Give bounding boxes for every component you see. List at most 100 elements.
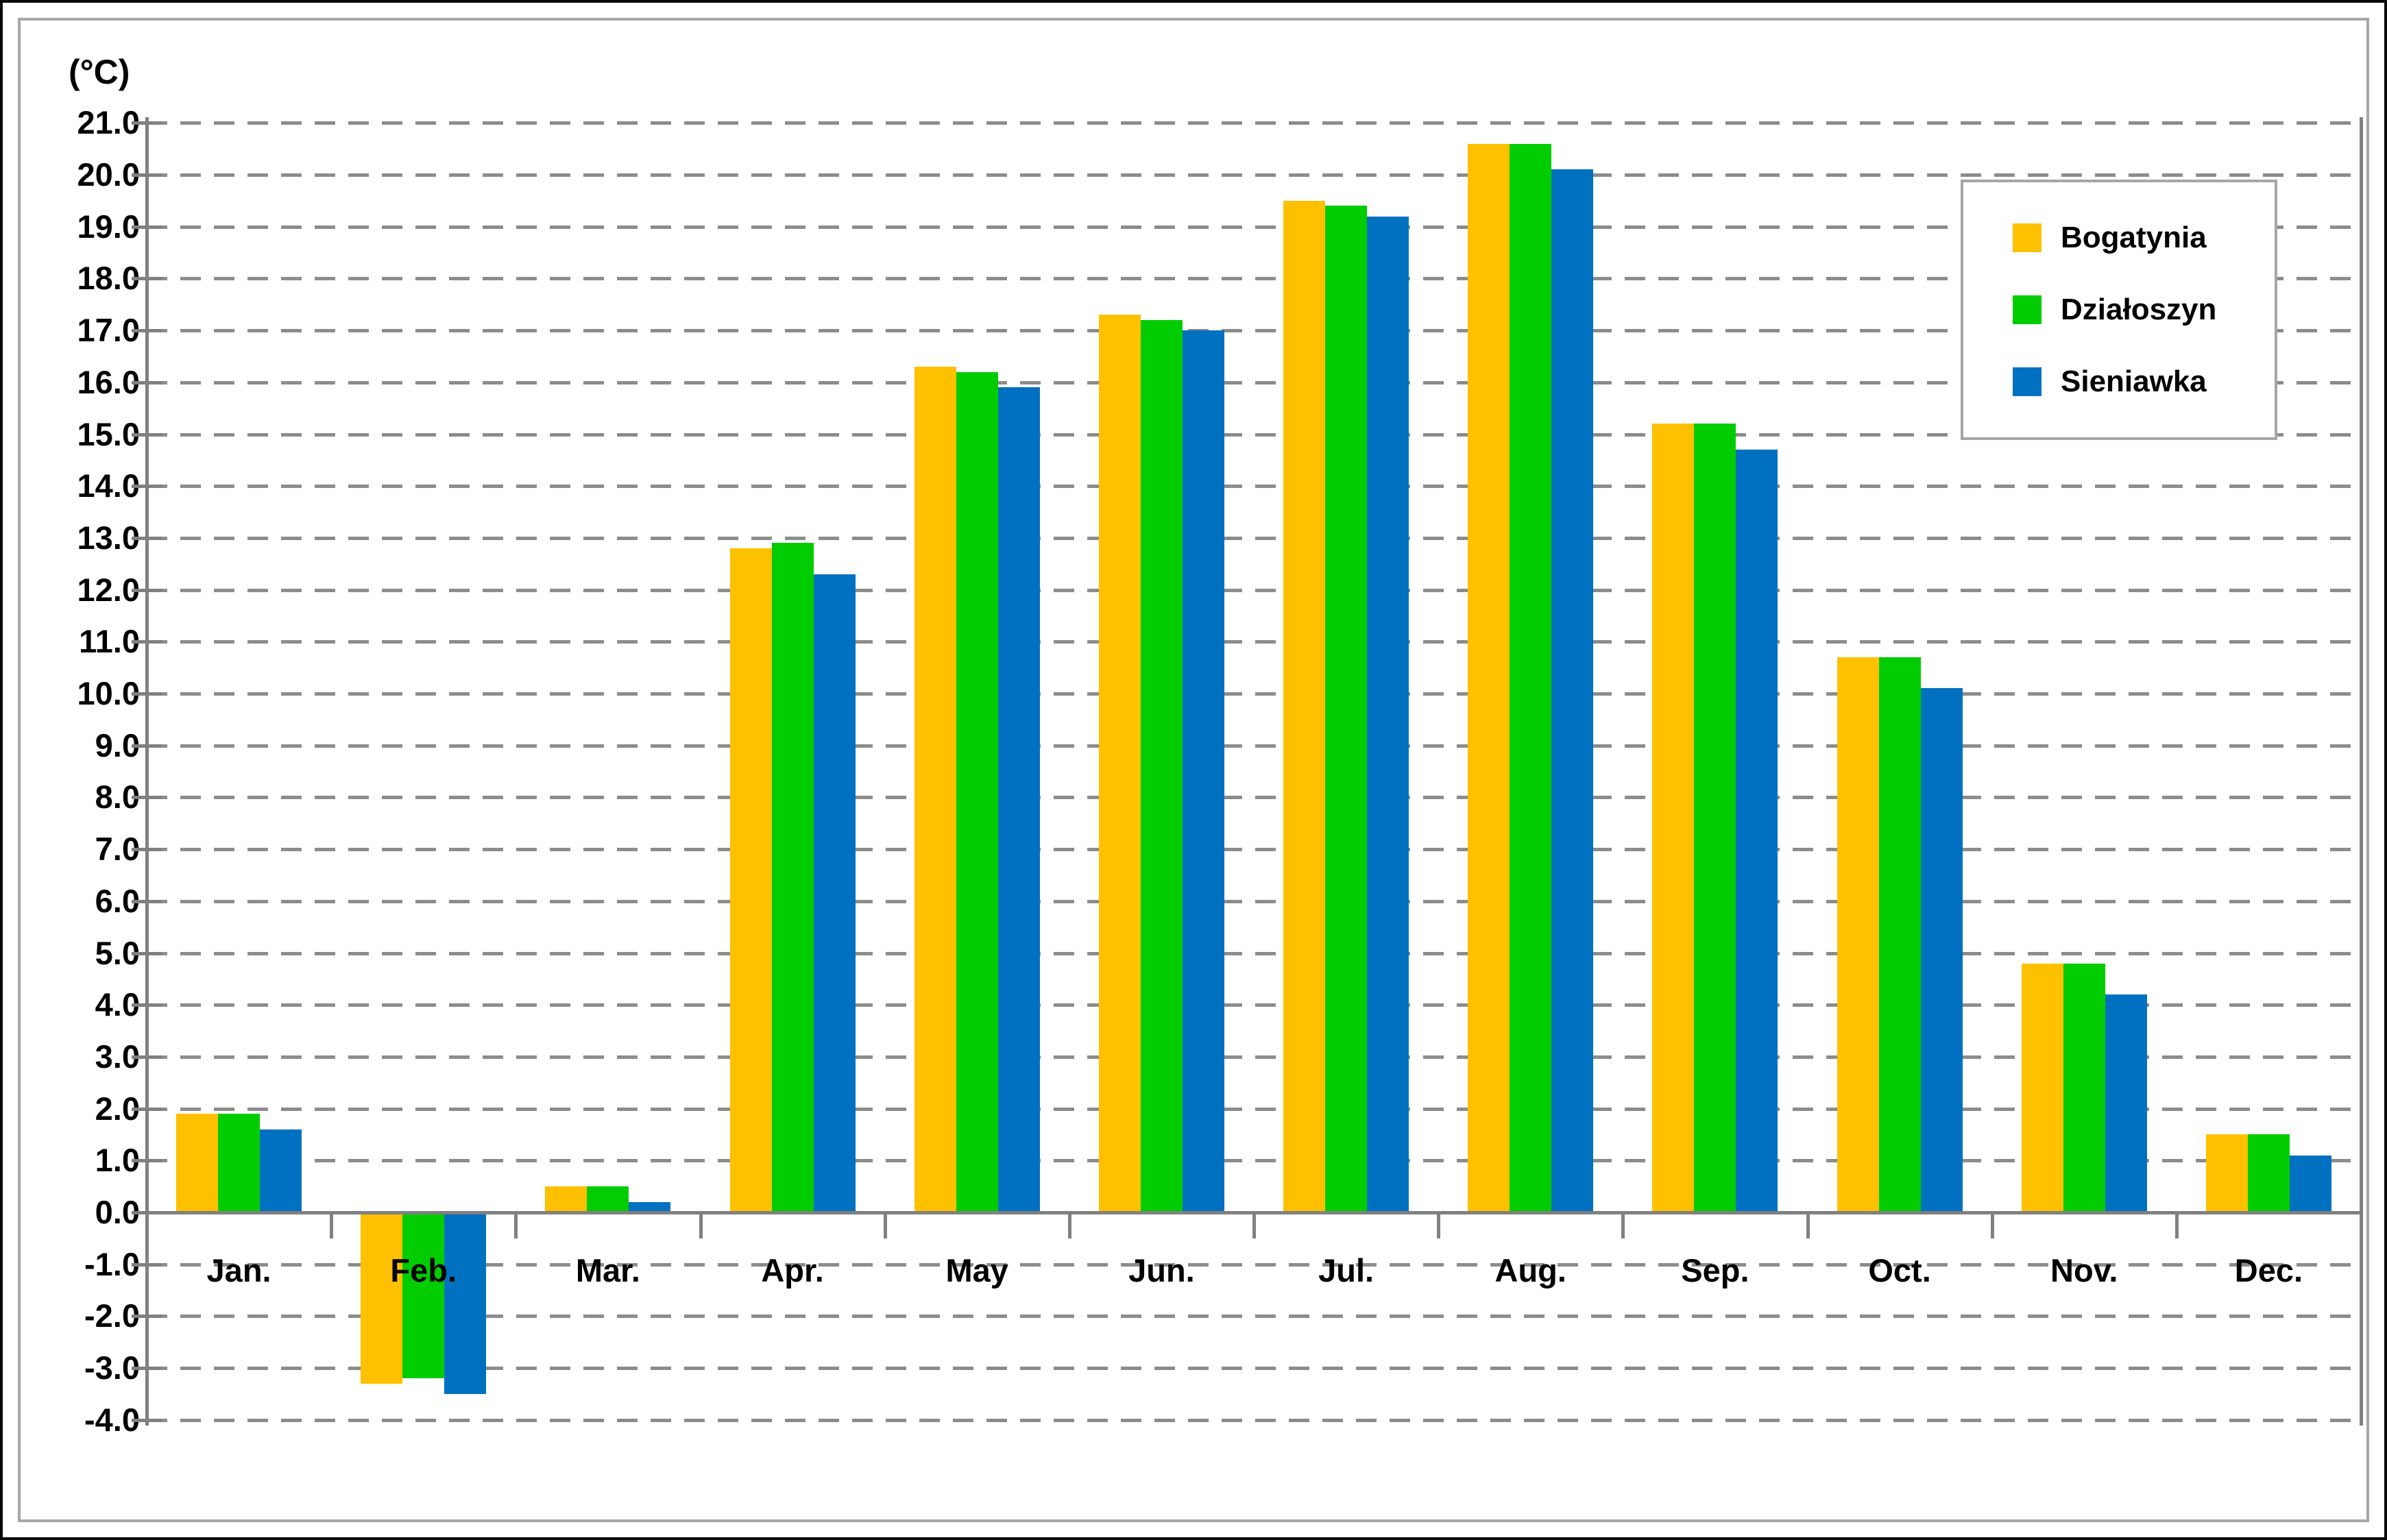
y-tick-label--4.0: -4.0 bbox=[84, 1401, 140, 1438]
bar-Bogatynia-Jun. bbox=[1098, 315, 1141, 1212]
y-tick-label-19.0: 19.0 bbox=[77, 208, 140, 245]
y-tick-label-14.0: 14.0 bbox=[77, 467, 140, 504]
y-axis-line bbox=[145, 117, 149, 1426]
bar-Sieniawka-Jun. bbox=[1182, 330, 1224, 1212]
bar-Działoszyn-Mar. bbox=[587, 1186, 629, 1212]
y-tick-label-17.0: 17.0 bbox=[77, 312, 140, 349]
y-tick-label-15.0: 15.0 bbox=[77, 415, 140, 452]
bar-Bogatynia-May bbox=[914, 367, 956, 1212]
gridline-y--1.0 bbox=[147, 1262, 2361, 1267]
gridline-y--2.0 bbox=[147, 1315, 2361, 1319]
bar-Działoszyn-Aug. bbox=[1510, 143, 1552, 1212]
bar-Sieniawka-Sep. bbox=[1736, 450, 1778, 1212]
y-tick-label-1.0: 1.0 bbox=[95, 1142, 140, 1179]
legend-swatch-dzialoszyn bbox=[2013, 295, 2041, 324]
bar-Bogatynia-Sep. bbox=[1652, 424, 1695, 1212]
x-tick-9 bbox=[1806, 1212, 1810, 1238]
gridline-y-17.0 bbox=[147, 329, 2361, 333]
x-tick-3 bbox=[699, 1212, 703, 1238]
x-category-label-Oct: Oct. bbox=[1868, 1252, 1931, 1288]
bar-Sieniawka-Oct. bbox=[1920, 688, 1963, 1212]
x-category-label-Apr: Apr. bbox=[761, 1252, 824, 1288]
y-tick-label-16.0: 16.0 bbox=[77, 363, 140, 400]
x-tick-6 bbox=[1252, 1212, 1256, 1238]
y-tick-label-12.0: 12.0 bbox=[77, 571, 140, 608]
bar-Sieniawka-Jul. bbox=[1367, 216, 1409, 1212]
x-tick-1 bbox=[330, 1212, 334, 1238]
gridline-y-2.0 bbox=[147, 1107, 2361, 1111]
x-category-label-Mar: Mar. bbox=[575, 1252, 640, 1288]
gridline-y-14.0 bbox=[147, 485, 2361, 489]
gridline-y-19.0 bbox=[147, 225, 2361, 229]
x-tick-10 bbox=[1990, 1212, 1994, 1238]
gridline-y-20.0 bbox=[147, 173, 2361, 177]
bar-Działoszyn-Jun. bbox=[1140, 319, 1183, 1212]
gridline-y-3.0 bbox=[147, 1055, 2361, 1059]
bar-Bogatynia-Jul. bbox=[1283, 200, 1326, 1212]
x-tick-2 bbox=[514, 1212, 518, 1238]
gridline-y--3.0 bbox=[147, 1367, 2361, 1371]
y-tick-label-2.0: 2.0 bbox=[95, 1090, 140, 1127]
legend-label-sieniawka: Sieniawka bbox=[2061, 365, 2207, 399]
bar-Bogatynia-Jan. bbox=[176, 1114, 219, 1212]
bar-Sieniawka-Dec. bbox=[2289, 1155, 2331, 1212]
x-tick-8 bbox=[1621, 1212, 1625, 1238]
bar-Działoszyn-Sep. bbox=[1694, 424, 1736, 1212]
bar-Sieniawka-Mar. bbox=[629, 1201, 671, 1212]
gridline-y-5.0 bbox=[147, 951, 2361, 955]
y-axis-unit-label: (°C) bbox=[69, 53, 130, 91]
legend-label-dzialoszyn: Działoszyn bbox=[2061, 292, 2217, 326]
bar-Bogatynia-Mar. bbox=[545, 1186, 587, 1212]
y-tick-label-7.0: 7.0 bbox=[95, 831, 140, 868]
x-tick-7 bbox=[1437, 1212, 1441, 1238]
y-tick-label-5.0: 5.0 bbox=[95, 934, 140, 971]
x-tick-4 bbox=[883, 1212, 887, 1238]
bar-Sieniawka-Jan. bbox=[260, 1129, 302, 1212]
legend-item-bogatynia: Bogatynia bbox=[2013, 221, 2275, 255]
x-category-label-Dec: Dec. bbox=[2234, 1252, 2303, 1288]
x-category-label-Feb: Feb. bbox=[390, 1252, 457, 1288]
legend-swatch-bogatynia bbox=[2013, 223, 2041, 252]
gridline-y-7.0 bbox=[147, 848, 2361, 852]
y-tick-label-9.0: 9.0 bbox=[95, 726, 140, 763]
bar-Działoszyn-Jul. bbox=[1325, 206, 1368, 1212]
y-tick-label-13.0: 13.0 bbox=[77, 519, 140, 556]
y-tick-label-10.0: 10.0 bbox=[77, 675, 140, 711]
gridline-y-10.0 bbox=[147, 692, 2361, 696]
gridline-y-21.0 bbox=[147, 121, 2361, 125]
y-tick-label-11.0: 11.0 bbox=[79, 623, 140, 660]
bar-Bogatynia-Dec. bbox=[2205, 1134, 2248, 1212]
bar-Działoszyn-Oct. bbox=[1878, 657, 1921, 1212]
bar-Sieniawka-Feb. bbox=[444, 1212, 487, 1394]
gridline-y-12.0 bbox=[147, 588, 2361, 592]
gridline-y-8.0 bbox=[147, 796, 2361, 800]
x-tick-11 bbox=[2174, 1212, 2179, 1238]
y-tick-label-0.0: 0.0 bbox=[95, 1194, 140, 1230]
x-category-label-Nov: Nov. bbox=[2050, 1252, 2118, 1288]
bar-Sieniawka-Nov. bbox=[2105, 994, 2147, 1212]
bar-Działoszyn-Jan. bbox=[218, 1114, 260, 1212]
bar-Bogatynia-Nov. bbox=[2021, 963, 2063, 1212]
x-tick-12 bbox=[2360, 1212, 2363, 1238]
y-tick-label-6.0: 6.0 bbox=[95, 882, 140, 919]
bar-Działoszyn-Apr. bbox=[771, 543, 814, 1212]
legend-item-sieniawka: Sieniawka bbox=[2013, 365, 2275, 399]
plot-right-border bbox=[2360, 117, 2363, 1426]
y-tick-label-20.0: 20.0 bbox=[77, 156, 140, 193]
y-tick-label-21.0: 21.0 bbox=[77, 104, 140, 141]
bar-Sieniawka-Aug. bbox=[1551, 169, 1594, 1212]
gridline-y-1.0 bbox=[147, 1159, 2361, 1163]
x-category-label-Sep: Sep. bbox=[1681, 1252, 1749, 1288]
bar-Działoszyn-Dec. bbox=[2247, 1134, 2290, 1212]
legend-swatch-sieniawka bbox=[2013, 367, 2041, 397]
x-tick-5 bbox=[1067, 1212, 1071, 1238]
gridline-y-6.0 bbox=[147, 899, 2361, 903]
gridline-y-16.0 bbox=[147, 380, 2361, 384]
bar-Sieniawka-Apr. bbox=[813, 574, 856, 1212]
legend: Bogatynia Działoszyn Sieniawka bbox=[1961, 180, 2277, 440]
y-tick-label-18.0: 18.0 bbox=[77, 260, 140, 297]
bar-Działoszyn-Feb. bbox=[402, 1212, 445, 1379]
gridline-y-13.0 bbox=[147, 536, 2361, 540]
y-tick-label-4.0: 4.0 bbox=[95, 986, 140, 1023]
